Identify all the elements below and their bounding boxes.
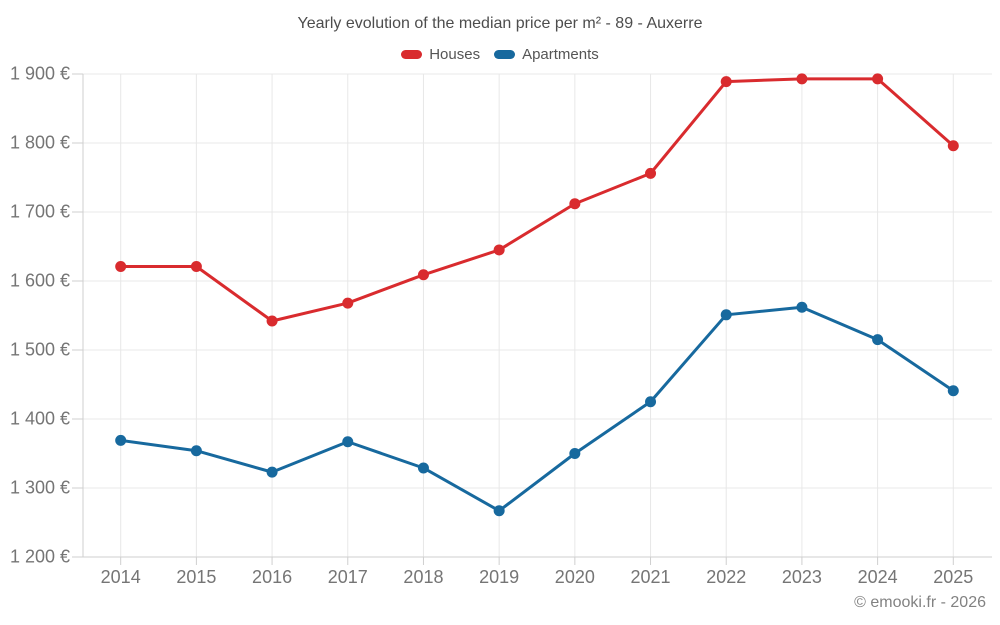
houses-point-2016[interactable] [266, 315, 278, 327]
chart-title: Yearly evolution of the median price per… [297, 15, 703, 32]
houses-point-2020[interactable] [569, 198, 581, 210]
houses-point-2024[interactable] [872, 73, 884, 85]
x-axis-label: 2015 [176, 567, 217, 587]
y-axis-label: 1 700 € [9, 201, 70, 222]
apartments-point-2022[interactable] [720, 309, 732, 321]
houses-point-2014[interactable] [115, 261, 127, 273]
x-axis-label: 2021 [630, 567, 671, 587]
apartments-point-2015[interactable] [190, 445, 202, 457]
apartments-point-2023[interactable] [796, 301, 808, 313]
apartments-point-2016[interactable] [266, 466, 278, 478]
apartments-point-2024[interactable] [872, 334, 884, 346]
y-axis-label: 1 300 € [9, 477, 70, 498]
x-axis-label: 2020 [554, 567, 595, 587]
y-axis-label: 1 900 € [9, 63, 70, 84]
houses-point-2021[interactable] [645, 167, 657, 179]
apartments-point-2018[interactable] [417, 462, 429, 474]
x-axis-label: 2024 [857, 567, 898, 587]
houses-point-2023[interactable] [796, 73, 808, 85]
legend-label-apartments: Apartments [522, 46, 599, 63]
apartments-point-2019[interactable] [493, 505, 505, 517]
y-axis-label: 1 400 € [9, 408, 70, 429]
apartments-swatch-icon [494, 50, 516, 59]
apartments-line [119, 305, 955, 513]
legend-label-houses: Houses [429, 46, 481, 63]
copyright-footer: © emooki.fr - 2026 [854, 594, 986, 611]
houses-swatch-icon [401, 50, 423, 59]
houses-point-2015[interactable] [190, 261, 202, 273]
legend-item-apartments[interactable]: Apartments [494, 46, 599, 63]
x-axis-label: 2017 [327, 567, 368, 587]
houses-point-2017[interactable] [342, 297, 354, 309]
legend-item-houses[interactable]: Houses [401, 46, 480, 63]
x-axis-label: 2018 [403, 567, 444, 587]
x-axis-label: 2019 [479, 567, 520, 587]
houses-point-2019[interactable] [493, 244, 505, 256]
x-axis-label: 2022 [706, 567, 747, 587]
legend: Houses Apartments [0, 46, 1000, 63]
apartments-point-2017[interactable] [342, 436, 354, 448]
houses-point-2018[interactable] [417, 269, 429, 281]
x-axis-label: 2014 [100, 567, 141, 587]
x-axis-label: 2023 [781, 567, 822, 587]
y-axis-label: 1 600 € [9, 270, 70, 291]
houses-point-2025[interactable] [947, 140, 959, 152]
y-axis-label: 1 200 € [9, 546, 70, 567]
y-axis-label: 1 800 € [9, 132, 70, 153]
houses-line [119, 77, 955, 323]
apartments-point-2014[interactable] [115, 434, 127, 446]
x-axis-label: 2025 [933, 567, 974, 587]
houses-point-2022[interactable] [720, 76, 732, 88]
apartments-point-2020[interactable] [569, 448, 581, 459]
apartments-point-2025[interactable] [947, 385, 959, 397]
x-axis-label: 2016 [252, 567, 293, 587]
apartments-point-2021[interactable] [645, 396, 657, 408]
y-axis-label: 1 500 € [9, 339, 70, 360]
